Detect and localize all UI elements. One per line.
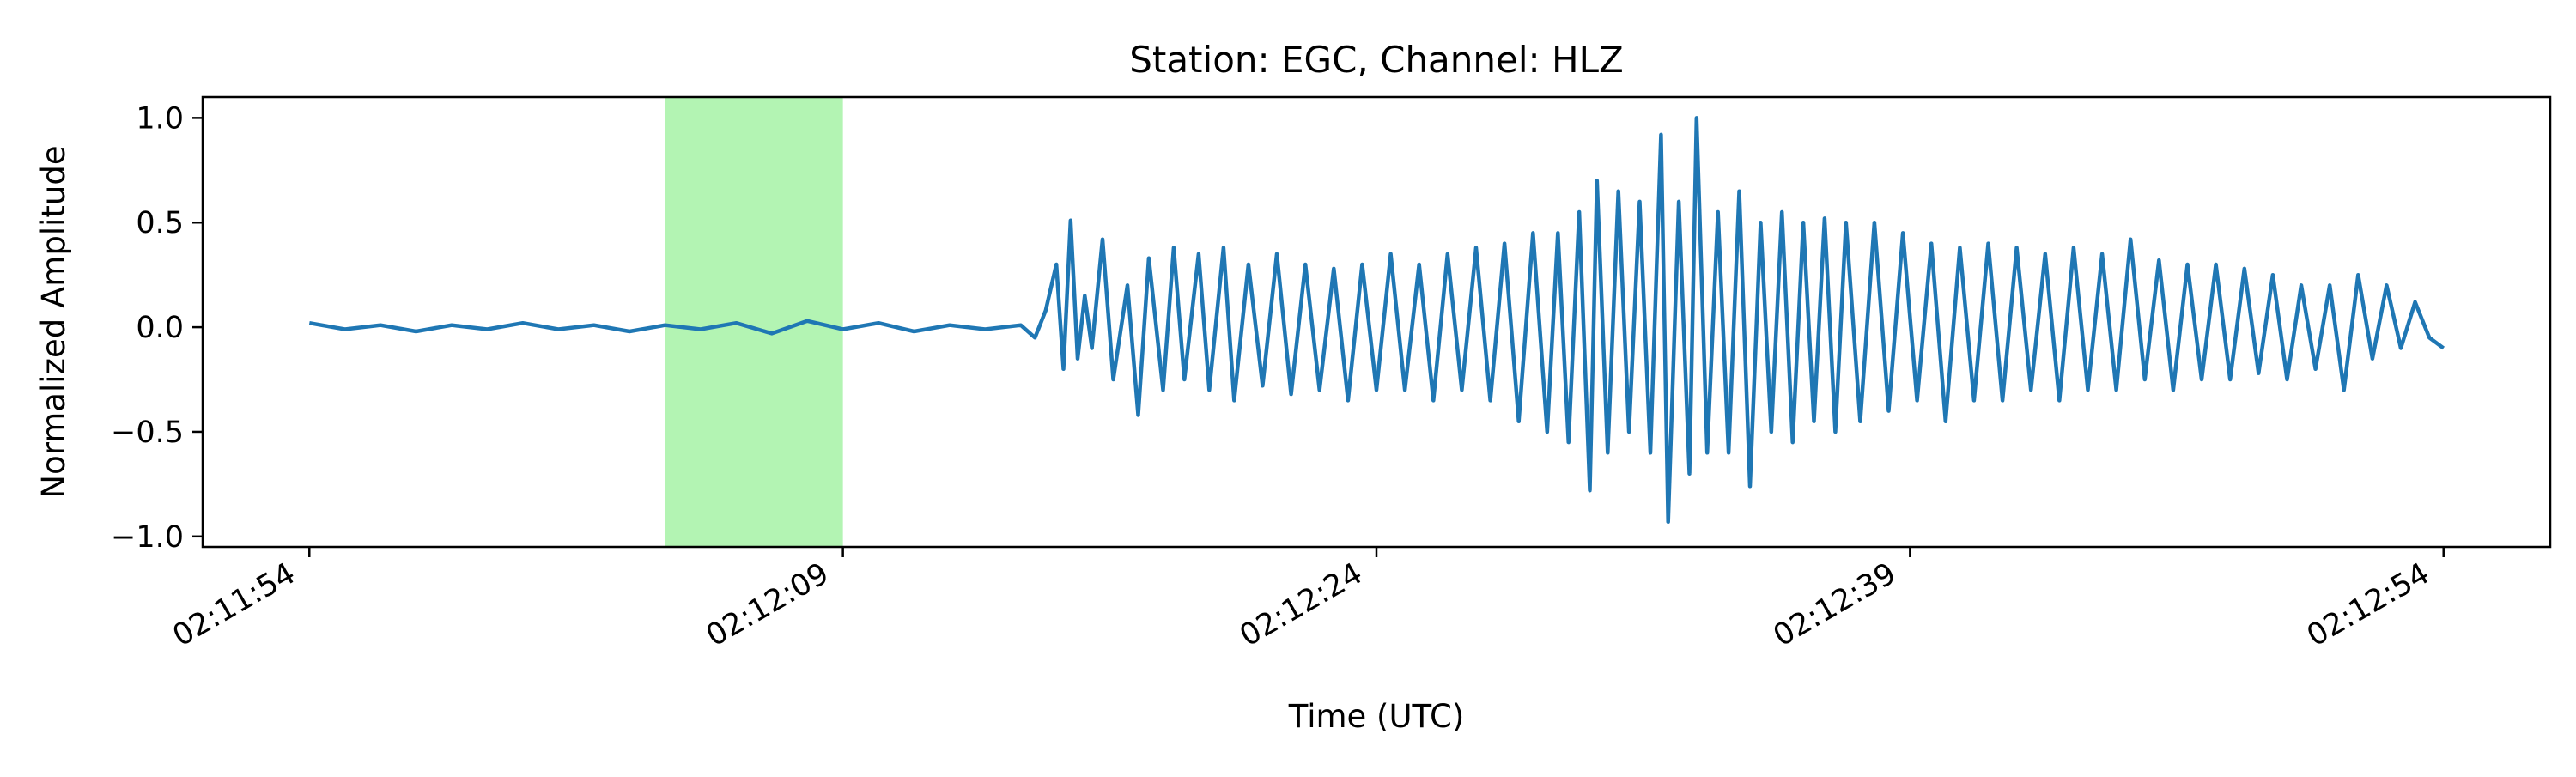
y-tick-label-1: 0.5 [136, 206, 184, 240]
y-axis-label: Normalized Amplitude [35, 145, 72, 498]
x-axis-label: Time (UTC) [1288, 698, 1465, 735]
waveform-line-0 [308, 116, 2445, 525]
y-axis-ticks: 1.0 0.5 0.0 −0.5 −1.0 [111, 101, 203, 555]
y-tick-label-2: 0.0 [136, 311, 184, 345]
y-tick-label-3: −0.5 [111, 416, 184, 450]
chart-title: Station: EGC, Channel: HLZ [1129, 39, 1624, 81]
plot-area [308, 116, 2445, 525]
y-tick-label-0: 1.0 [136, 101, 184, 136]
series-layer [308, 116, 2445, 525]
y-tick-label-4: −1.0 [111, 520, 184, 555]
